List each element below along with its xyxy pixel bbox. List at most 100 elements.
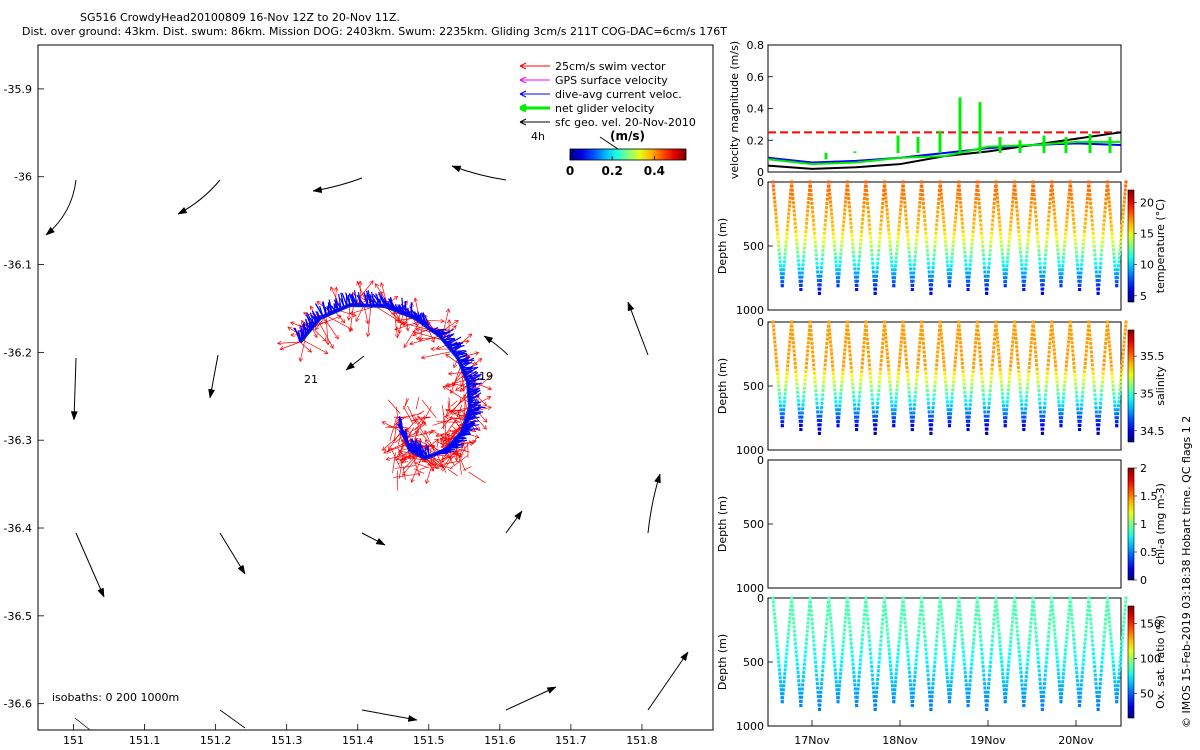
swim-vector-head <box>482 401 488 407</box>
profile-point <box>772 612 776 616</box>
profile-point <box>959 625 963 629</box>
profile-point <box>1028 633 1032 637</box>
profile-point <box>907 254 911 258</box>
profile-point <box>869 660 873 664</box>
profile-point <box>955 620 959 624</box>
profile-point <box>1043 401 1047 405</box>
profile-point <box>820 673 824 677</box>
profile-point <box>863 192 867 196</box>
profile-point <box>885 212 889 216</box>
profile-point <box>973 205 977 209</box>
profile-point <box>1015 345 1019 349</box>
profile-point <box>856 683 860 687</box>
swim-vector-head <box>402 321 408 327</box>
profile-point <box>1102 639 1106 643</box>
profile-point <box>927 682 931 686</box>
profile-point <box>1083 637 1087 641</box>
profile-point <box>775 224 779 228</box>
profile-point <box>1079 415 1083 419</box>
profile-point <box>1099 673 1103 677</box>
depth-ylabel: Depth (m) <box>716 496 729 552</box>
profile-point <box>827 324 831 328</box>
profile-point <box>1009 220 1013 224</box>
swim-vector <box>424 430 436 455</box>
profile-point <box>900 192 904 196</box>
profile-point <box>771 600 775 604</box>
profile-point <box>914 658 918 662</box>
profile-point <box>849 365 853 369</box>
profile-point <box>1124 324 1128 328</box>
profile-point <box>1008 652 1012 656</box>
profile-point <box>856 415 860 419</box>
map-xtick-label: 151.5 <box>413 734 445 747</box>
profile-point <box>1122 620 1126 624</box>
profile-point <box>914 246 918 250</box>
profile-point <box>838 676 842 680</box>
profile-point <box>1124 320 1128 324</box>
profile-point <box>895 660 899 664</box>
profile-point <box>943 376 947 380</box>
profile-point <box>953 224 957 228</box>
profile-point <box>823 643 827 647</box>
swim-vector <box>457 409 463 426</box>
profile-point <box>777 248 781 252</box>
profile-point <box>896 372 900 376</box>
profile-point <box>868 371 872 375</box>
profile-point <box>796 675 800 679</box>
swim-vector <box>462 443 466 452</box>
profile-point <box>831 224 835 228</box>
profile-point <box>946 404 950 408</box>
profile-point <box>852 403 856 407</box>
profile-point <box>1056 672 1060 676</box>
profile-point <box>1033 197 1037 201</box>
profile-point <box>1116 268 1120 272</box>
profile-point <box>959 205 963 209</box>
swim-vector-head <box>477 358 483 363</box>
profile-point <box>853 271 857 275</box>
profile-point <box>780 280 784 284</box>
profile-point <box>805 353 809 357</box>
profile-point <box>999 652 1003 656</box>
profile-point <box>833 392 837 396</box>
profile-point <box>1026 658 1030 662</box>
profile-point <box>878 371 882 375</box>
profile-point <box>1010 208 1014 212</box>
profile-point <box>998 220 1002 224</box>
profile-point <box>1003 696 1007 700</box>
swim-vector <box>414 416 422 426</box>
profile-point <box>902 613 906 617</box>
swim-vector-head <box>451 382 457 387</box>
profile-point <box>813 656 817 660</box>
profile-point <box>912 407 916 411</box>
profile-point <box>1007 384 1011 388</box>
profile-point <box>821 660 825 664</box>
profile-point <box>792 345 796 349</box>
profile-point <box>1032 605 1036 609</box>
profile-point <box>988 257 992 261</box>
profile-point <box>780 700 784 704</box>
profile-point <box>1093 393 1097 397</box>
profile-point <box>1044 253 1048 257</box>
swim-vector <box>421 399 437 419</box>
profile-point <box>1123 604 1127 608</box>
profile-point <box>1030 332 1034 336</box>
profile-point <box>1059 280 1063 284</box>
profile-point <box>962 654 966 658</box>
profile-point <box>918 337 922 341</box>
profile-point <box>951 248 955 252</box>
profile-point <box>1093 389 1097 393</box>
profile-point <box>831 640 835 644</box>
profile-point <box>1055 244 1059 248</box>
profile-point <box>1084 209 1088 213</box>
profile-point <box>873 291 877 295</box>
profile-point <box>978 622 982 626</box>
profile-point <box>1100 384 1104 388</box>
profile-point <box>851 658 855 662</box>
profile-point <box>832 652 836 656</box>
profile-point <box>971 234 975 238</box>
profile-point <box>840 376 844 380</box>
profile-point <box>895 392 899 396</box>
profile-point <box>885 352 889 356</box>
profile-point <box>896 656 900 660</box>
profile-point <box>1020 687 1024 691</box>
